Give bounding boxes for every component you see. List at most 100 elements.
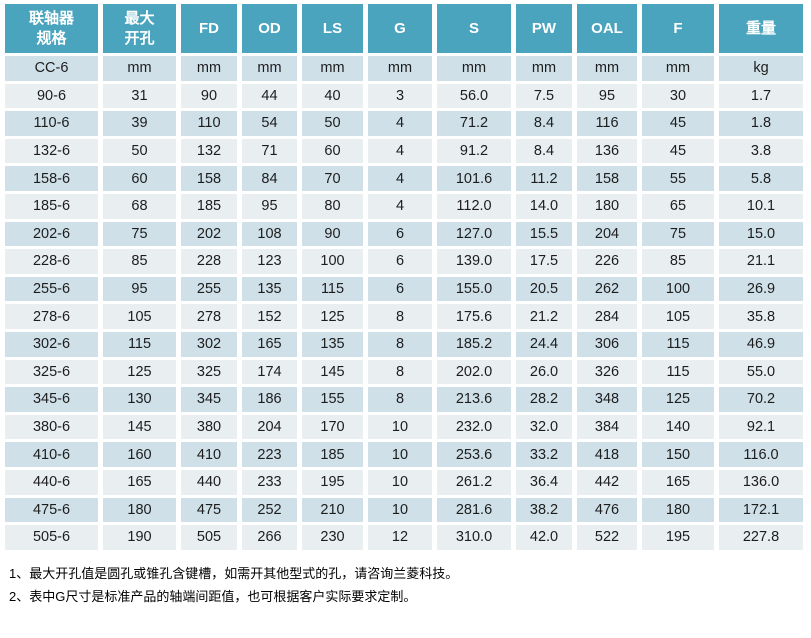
cell-fd: 158	[181, 166, 237, 191]
spec-row-475-6: 475-6 180 475 252 210 10 281.6 38.2 476 180 172.1	[5, 497, 803, 523]
spec-row-185-6: 185-6 68 185 95 80 4 112.0 14.0 180 65 10.1	[5, 193, 803, 219]
footnotes: 1、最大开孔值是圆孔或锥孔含键槽，如需开其他型式的孔，请咨询兰菱科技。 2、表中…	[9, 566, 811, 606]
cell-g: 10	[368, 414, 432, 440]
cell-coupling-size: 185-6	[5, 193, 98, 219]
cell-s: 101.6	[437, 166, 511, 191]
cell-ls: 185	[302, 442, 363, 467]
cell-coupling-size: 345-6	[5, 387, 98, 412]
cell-weight: 10.1	[719, 193, 803, 219]
spec-row-410-6: 410-6 160 410 223 185 10 253.6 33.2 418 150 116.0	[5, 442, 803, 467]
cell-coupling-size: 475-6	[5, 497, 98, 523]
cell-oal: 116	[577, 111, 637, 136]
spec-row-110-6: 110-6 39 110 54 50 4 71.2 8.4 116 45 1.8	[5, 111, 803, 136]
cell-max-bore: 60	[103, 166, 176, 191]
cell-oal: 180	[577, 193, 637, 219]
cell-s: 232.0	[437, 414, 511, 440]
cell-od: 123	[242, 249, 297, 274]
cell-pw: 32.0	[516, 414, 572, 440]
cell-f: 105	[642, 304, 714, 329]
cell-oal: 136	[577, 138, 637, 164]
spec-row-505-6: 505-6 190 505 266 230 12 310.0 42.0 522 195 227.8	[5, 525, 803, 550]
cell-oal: 476	[577, 497, 637, 523]
cell-od: 152	[242, 304, 297, 329]
cell-fd: 302	[181, 331, 237, 357]
spec-row-255-6: 255-6 95 255 135 115 6 155.0 20.5 262 100 26.9	[5, 276, 803, 302]
cell-pw: 42.0	[516, 525, 572, 550]
spec-row-345-6: 345-6 130 345 186 155 8 213.6 28.2 348 125 70.2	[5, 387, 803, 412]
cell-oal: 262	[577, 276, 637, 302]
column-header-pw: PW	[516, 4, 572, 53]
cell-oal: 226	[577, 249, 637, 274]
cell-oal: mm	[577, 56, 637, 81]
spec-row-440-6: 440-6 165 440 233 195 10 261.2 36.4 442 165 136.0	[5, 469, 803, 495]
cell-max-bore: mm	[103, 56, 176, 81]
cell-weight: 136.0	[719, 469, 803, 495]
cell-oal: 326	[577, 359, 637, 385]
cell-coupling-size: 505-6	[5, 525, 98, 550]
cell-s: 56.0	[437, 83, 511, 109]
cell-max-bore: 160	[103, 442, 176, 467]
spec-row-325-6: 325-6 125 325 174 145 8 202.0 26.0 326 115 55.0	[5, 359, 803, 385]
spec-row-302-6: 302-6 115 302 165 135 8 185.2 24.4 306 115 46.9	[5, 331, 803, 357]
cell-s: 213.6	[437, 387, 511, 412]
cell-oal: 442	[577, 469, 637, 495]
cell-coupling-size: 410-6	[5, 442, 98, 467]
cell-fd: 110	[181, 111, 237, 136]
cell-ls: 170	[302, 414, 363, 440]
cell-oal: 95	[577, 83, 637, 109]
cell-ls: 40	[302, 83, 363, 109]
cell-ls: 135	[302, 331, 363, 357]
column-header-s: S	[437, 4, 511, 53]
table-body: CC-6 mm mm mm mm mm mm mm mm mm kg 90-6 31 90 44 40 3 56.…	[5, 56, 803, 550]
cell-g: 6	[368, 249, 432, 274]
cell-max-bore: 125	[103, 359, 176, 385]
cell-fd: 345	[181, 387, 237, 412]
cell-weight: 227.8	[719, 525, 803, 550]
cell-g: 3	[368, 83, 432, 109]
cell-weight: 26.9	[719, 276, 803, 302]
cell-coupling-size: CC-6	[5, 56, 98, 81]
cell-od: 186	[242, 387, 297, 412]
cell-pw: 20.5	[516, 276, 572, 302]
cell-od: 54	[242, 111, 297, 136]
cell-f: 100	[642, 276, 714, 302]
cell-g: 4	[368, 138, 432, 164]
cell-pw: 11.2	[516, 166, 572, 191]
cell-max-bore: 31	[103, 83, 176, 109]
cell-g: mm	[368, 56, 432, 81]
cell-f: 45	[642, 138, 714, 164]
cell-max-bore: 130	[103, 387, 176, 412]
cell-coupling-size: 255-6	[5, 276, 98, 302]
column-header-coupling-size: 联轴器 规格	[5, 4, 98, 53]
cell-pw: 14.0	[516, 193, 572, 219]
cell-pw: 36.4	[516, 469, 572, 495]
cell-weight: 92.1	[719, 414, 803, 440]
cell-max-bore: 145	[103, 414, 176, 440]
cell-g: 12	[368, 525, 432, 550]
cell-fd: 380	[181, 414, 237, 440]
cell-fd: 278	[181, 304, 237, 329]
cell-pw: 15.5	[516, 221, 572, 247]
cell-fd: 475	[181, 497, 237, 523]
cell-coupling-size: 202-6	[5, 221, 98, 247]
cell-f: 140	[642, 414, 714, 440]
column-header-g: G	[368, 4, 432, 53]
cell-fd: 255	[181, 276, 237, 302]
cell-f: 115	[642, 359, 714, 385]
cell-ls: 195	[302, 469, 363, 495]
cell-oal: 384	[577, 414, 637, 440]
cell-max-bore: 68	[103, 193, 176, 219]
cell-pw: mm	[516, 56, 572, 81]
cell-coupling-size: 278-6	[5, 304, 98, 329]
cell-od: mm	[242, 56, 297, 81]
cell-max-bore: 115	[103, 331, 176, 357]
cell-pw: 28.2	[516, 387, 572, 412]
cell-od: 174	[242, 359, 297, 385]
spec-row-158-6: 158-6 60 158 84 70 4 101.6 11.2 158 55 5.8	[5, 166, 803, 191]
cell-pw: 8.4	[516, 111, 572, 136]
cell-weight: 1.8	[719, 111, 803, 136]
cell-ls: mm	[302, 56, 363, 81]
spec-row-132-6: 132-6 50 132 71 60 4 91.2 8.4 136 45 3.8	[5, 138, 803, 164]
cell-fd: 185	[181, 193, 237, 219]
